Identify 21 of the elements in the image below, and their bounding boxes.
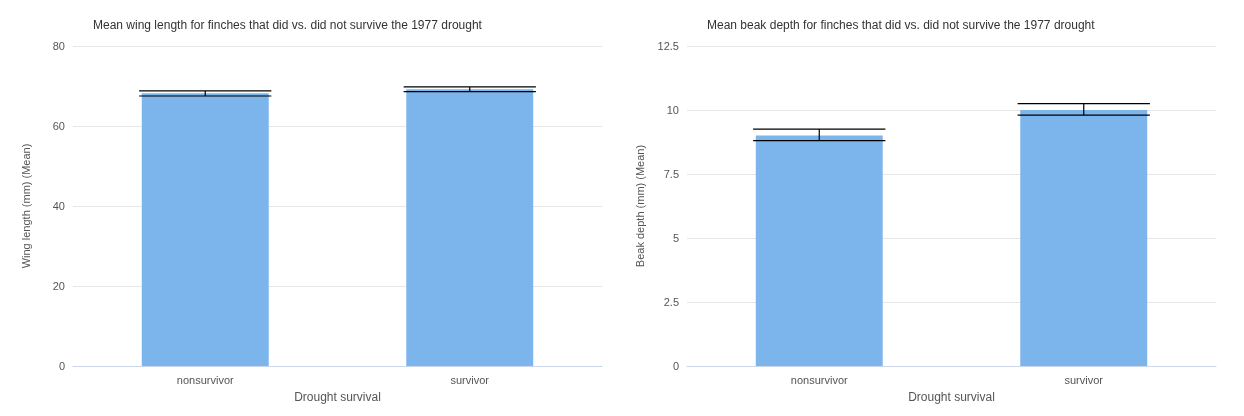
- y-axis-title: Wing length (mm) (Mean): [19, 143, 32, 269]
- y-tick-label: 5: [672, 232, 679, 244]
- y-tick-label: 10: [666, 104, 679, 116]
- x-tick-label: nonsurvivor: [790, 373, 849, 386]
- x-axis-title: Drought survival: [294, 390, 381, 404]
- y-tick-label: 60: [52, 120, 65, 132]
- y-tick-label: 0: [672, 360, 679, 372]
- y-tick-label: 80: [52, 40, 65, 52]
- x-tick-label: survivor: [450, 373, 490, 386]
- y-tick-label: 7.5: [663, 168, 679, 180]
- y-tick-label: 40: [52, 200, 65, 212]
- y-tick-label: 12.5: [657, 40, 679, 52]
- y-tick-label: 2.5: [663, 296, 679, 308]
- y-tick-label: 20: [52, 280, 65, 292]
- y-tick-label: 0: [58, 360, 65, 372]
- chart-title: Mean wing length for finches that did vs. did not survive the 1977 drought: [93, 18, 483, 32]
- y-axis-title: Beak depth (mm) (Mean): [633, 144, 646, 268]
- x-tick-label: nonsurvivor: [176, 373, 235, 386]
- chart-title: Mean beak depth for finches that did vs. did not survive the 1977 drought: [707, 18, 1096, 32]
- x-tick-label: survivor: [1064, 373, 1104, 386]
- x-axis-title: Drought survival: [908, 390, 995, 404]
